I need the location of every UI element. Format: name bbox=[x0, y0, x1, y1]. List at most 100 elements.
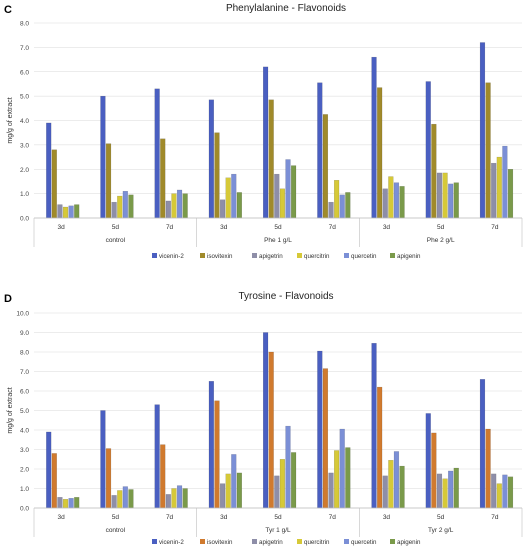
legend-label: apigenin bbox=[397, 253, 421, 260]
legend-label: quercitrin bbox=[304, 253, 330, 260]
bar-vicenin-2 bbox=[371, 56, 377, 219]
bar-apigetrin bbox=[436, 473, 443, 509]
x-tick-label: 3d bbox=[57, 224, 65, 231]
bar-vicenin-2 bbox=[46, 122, 52, 219]
bar-apigenin bbox=[128, 489, 134, 509]
x-tick-label: 7d bbox=[166, 224, 174, 231]
y-tick-label: 5.0 bbox=[20, 408, 29, 415]
panel-letter-d: D bbox=[4, 293, 12, 305]
x-tick-label: 3d bbox=[383, 514, 391, 521]
bar-quercitrin bbox=[117, 195, 123, 219]
y-tick-label: 0.0 bbox=[20, 506, 29, 513]
bar-quercitrin bbox=[442, 478, 448, 509]
legend-label: quercetin bbox=[351, 539, 377, 546]
chart-2: Tyrosine - Flavonoids 0.0 1.0 2.0 3.0 4.0 5.0 6… bbox=[7, 291, 523, 546]
y-tick-label: 10.0 bbox=[16, 311, 29, 318]
bar-isovitexin bbox=[214, 132, 220, 219]
bar-isovitexin bbox=[377, 87, 383, 219]
bar-quercitrin bbox=[171, 193, 177, 219]
legend-swatch bbox=[152, 253, 157, 258]
chart-1: Phenylalanine - Flavonoids 0.0 1.0 2.0 3.0 4.… bbox=[7, 3, 523, 260]
bar-isovitexin bbox=[322, 114, 329, 219]
legend-swatch bbox=[252, 253, 257, 258]
bar-apigenin bbox=[236, 472, 242, 509]
x-tick-label: 3d bbox=[383, 224, 391, 231]
group-label: Tyr 1 g/L bbox=[265, 527, 291, 534]
legend-swatch bbox=[390, 539, 395, 544]
bar-quercetin bbox=[68, 205, 74, 219]
legend-swatch bbox=[390, 253, 395, 258]
x-tick-label: 7d bbox=[166, 514, 174, 521]
x-tick-label: 7d bbox=[329, 224, 337, 231]
x-tick-label: 3d bbox=[220, 224, 228, 231]
group-label: Phe 2 g/L bbox=[427, 237, 455, 244]
y-tick-label: 0.0 bbox=[20, 216, 29, 223]
bar-isovitexin bbox=[105, 448, 112, 509]
y-tick-label: 7.0 bbox=[20, 369, 29, 376]
bar-isovitexin bbox=[268, 99, 274, 219]
bar-apigenin bbox=[345, 447, 351, 509]
bar-quercitrin bbox=[62, 206, 69, 219]
group-label: control bbox=[106, 237, 126, 244]
bar-apigenin bbox=[236, 192, 242, 219]
bar-apigetrin bbox=[328, 472, 334, 509]
bar-apigenin bbox=[291, 452, 297, 509]
bar-vicenin-2 bbox=[425, 413, 431, 509]
bar-apigetrin bbox=[274, 475, 280, 509]
bar-quercitrin bbox=[279, 188, 286, 219]
bar-vicenin-2 bbox=[263, 332, 269, 509]
y-axis-label: mg/g of extract bbox=[7, 97, 14, 143]
bar-apigetrin bbox=[491, 162, 497, 219]
y-tick-label: 6.0 bbox=[20, 69, 29, 76]
bar-apigenin bbox=[74, 204, 80, 219]
bar-isovitexin bbox=[377, 386, 383, 509]
bar-apigenin bbox=[345, 192, 351, 219]
bar-apigenin bbox=[74, 497, 80, 509]
bar-isovitexin bbox=[485, 82, 491, 219]
bar-apigetrin bbox=[382, 188, 388, 219]
bar-isovitexin bbox=[51, 149, 57, 219]
bar-apigetrin bbox=[165, 200, 171, 219]
bar-apigetrin bbox=[111, 495, 117, 509]
bar-apigetrin bbox=[436, 172, 443, 219]
bar-quercitrin bbox=[388, 460, 394, 509]
bar-isovitexin bbox=[214, 400, 220, 509]
chart-title: Tyrosine - Flavonoids bbox=[238, 291, 333, 302]
legend-label: isovitexin bbox=[207, 539, 233, 546]
legend-label: isovitexin bbox=[207, 253, 233, 260]
legend-swatch bbox=[344, 539, 349, 544]
bar-quercitrin bbox=[442, 172, 448, 219]
x-tick-label: 3d bbox=[220, 514, 228, 521]
bar-quercetin bbox=[122, 190, 128, 219]
legend-swatch bbox=[297, 253, 302, 258]
bar-quercetin bbox=[448, 183, 454, 219]
x-tick-label: 5d bbox=[274, 514, 282, 521]
bar-quercitrin bbox=[496, 483, 502, 509]
panel-letter-c: C bbox=[4, 4, 12, 16]
bar-apigenin bbox=[182, 488, 188, 509]
bar-quercitrin bbox=[496, 156, 502, 219]
bar-apigenin bbox=[453, 182, 459, 219]
bar-quercitrin bbox=[388, 176, 394, 219]
legend-swatch bbox=[297, 539, 302, 544]
bar-apigenin bbox=[399, 465, 405, 509]
bar-apigenin bbox=[128, 194, 134, 219]
bar-quercetin bbox=[285, 425, 291, 509]
bar-quercetin bbox=[285, 159, 291, 219]
chart-title: Phenylalanine - Flavonoids bbox=[226, 3, 346, 14]
bar-quercetin bbox=[393, 182, 400, 219]
y-tick-label: 1.0 bbox=[20, 191, 29, 198]
bar-isovitexin bbox=[485, 428, 491, 509]
y-tick-label: 9.0 bbox=[20, 330, 29, 337]
legend-label: apigetrin bbox=[259, 539, 283, 546]
bar-quercetin bbox=[339, 428, 345, 509]
legend-swatch bbox=[252, 539, 257, 544]
bar-vicenin-2 bbox=[479, 379, 486, 509]
bar-apigetrin bbox=[219, 199, 226, 219]
legend-swatch bbox=[200, 539, 205, 544]
bar-vicenin-2 bbox=[425, 81, 431, 219]
bar-apigetrin bbox=[274, 173, 280, 219]
group-label: control bbox=[106, 527, 126, 534]
